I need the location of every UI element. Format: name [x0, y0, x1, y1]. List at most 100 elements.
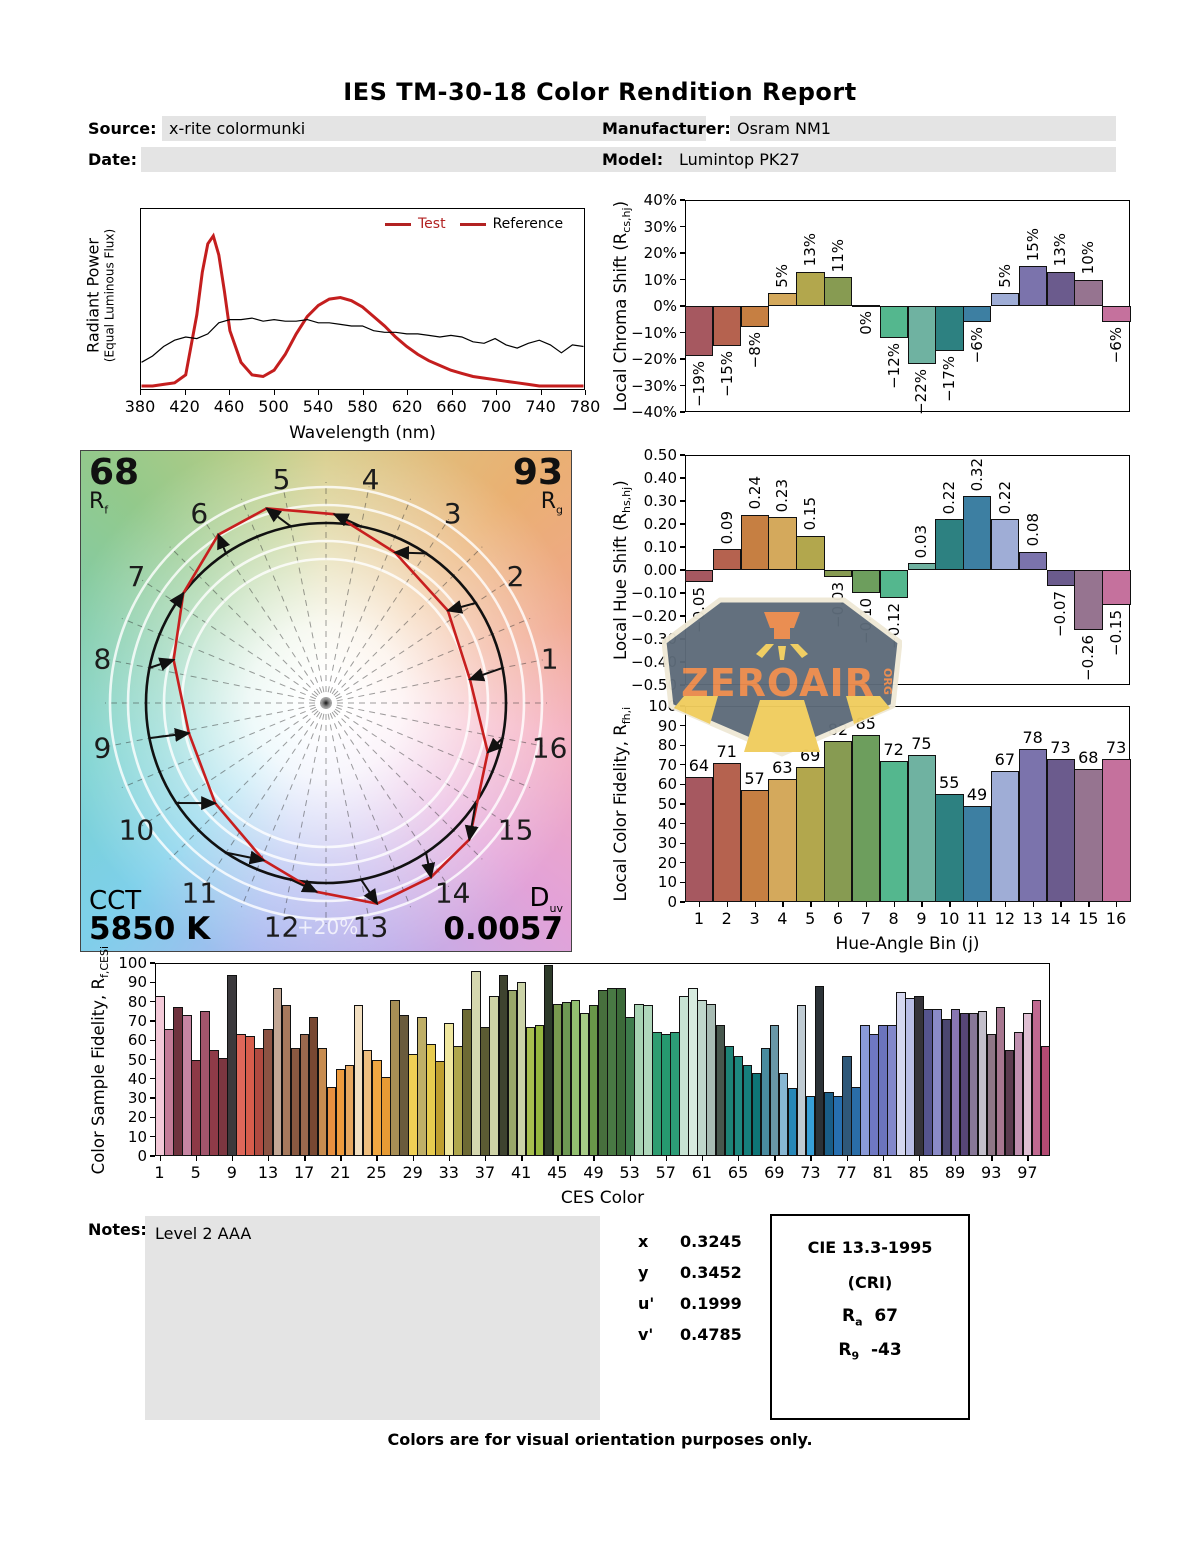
x-tick-label: 61 — [691, 1163, 713, 1182]
chromaticity-row: v' 0.4785 — [638, 1325, 758, 1344]
bar-value-label: 75 — [911, 734, 932, 753]
date-label: Date: — [88, 150, 137, 169]
bar — [851, 570, 881, 593]
x-tick-label: 97 — [1017, 1163, 1038, 1182]
x-tick-label: 77 — [836, 1163, 857, 1182]
bar — [1102, 306, 1131, 322]
rf-value: 68 — [89, 452, 140, 493]
x-tick-mark — [340, 1156, 342, 1161]
cri-ra-value: 67 — [874, 1306, 899, 1326]
x-tick-mark — [991, 1156, 993, 1161]
chromaticity-label: x — [638, 1232, 649, 1251]
y-tick-mark — [680, 546, 685, 548]
y-tick-label: 30 — [657, 834, 677, 853]
x-tick-label: 73 — [800, 1163, 821, 1182]
x-axis-title: CES Color — [560, 1188, 645, 1208]
x-tick-mark — [754, 902, 756, 907]
bar — [1102, 758, 1131, 902]
y-tick-mark — [680, 331, 685, 334]
y-tick-label: −20% — [631, 350, 677, 368]
bar — [879, 306, 908, 338]
model-value-box: Lumintop PK27 — [672, 147, 1116, 172]
x-tick-mark — [893, 902, 895, 907]
shift-arrow — [421, 852, 436, 880]
bar-value-label: −17% — [940, 356, 959, 402]
bar — [1046, 570, 1075, 587]
radial-guide — [325, 702, 543, 747]
x-tick-label: 740 — [525, 397, 556, 416]
x-tick-label: 16 — [1105, 909, 1127, 928]
watermark-wordmark: ZEROAIR — [681, 661, 875, 705]
x-tick-mark — [955, 1156, 957, 1161]
bar — [963, 805, 992, 902]
bar — [1046, 271, 1075, 306]
x-tick-label: 89 — [944, 1163, 966, 1182]
bar — [907, 755, 936, 902]
y-tick-label: 70 — [657, 755, 677, 774]
y-tick-label: 0 — [667, 893, 677, 911]
bar-value-label: −15% — [717, 350, 736, 397]
cvg-bin-label: 11 — [182, 876, 218, 909]
x-tick-label: 4 — [777, 909, 788, 928]
x-tick-label: 25 — [366, 1163, 387, 1182]
x-tick-mark — [1060, 902, 1062, 907]
reference-circle — [144, 521, 508, 885]
x-tick-label: 6 — [832, 909, 844, 928]
y-tick-mark — [680, 278, 685, 281]
bar — [796, 1005, 807, 1156]
bar — [907, 306, 936, 365]
bar — [879, 760, 908, 902]
y-tick-mark — [680, 615, 685, 617]
shift-arrow — [445, 600, 476, 614]
bar-value-label: 11% — [828, 238, 847, 272]
x-tick-mark — [540, 390, 542, 395]
duv-value: 0.0057 — [443, 911, 563, 947]
x-tick-label: 3 — [749, 909, 760, 928]
x-tick-mark — [229, 390, 231, 395]
watermark-beam-center — [744, 700, 820, 752]
x-tick-mark — [273, 390, 275, 395]
bar — [685, 776, 714, 902]
bar-value-label: −0.07 — [1051, 591, 1070, 638]
x-tick-mark — [451, 390, 453, 395]
cct-readout: CCT 5850 K — [89, 888, 210, 945]
x-tick-label: 460 — [213, 397, 245, 416]
cvg-hue-gradient — [81, 451, 571, 951]
x-tick-mark — [1116, 902, 1118, 907]
x-tick-mark — [304, 1156, 306, 1161]
x-tick-label: 420 — [169, 397, 200, 416]
bar-value-label: −6% — [968, 326, 987, 364]
cri-title: CIE 13.3-1995 — [807, 1238, 933, 1257]
y-tick-mark — [680, 842, 685, 844]
cvg-bin-label: 12 — [264, 910, 300, 943]
chromaticity-row: u' 0.1999 — [638, 1294, 758, 1313]
bar — [1046, 758, 1075, 902]
bar-value-label: 55 — [939, 773, 960, 793]
x-tick-label: 1 — [693, 909, 704, 928]
radial-guide — [325, 617, 531, 704]
x-tick-mark — [557, 1156, 559, 1161]
x-tick-label: 1 — [154, 1163, 165, 1182]
spd-curves — [141, 232, 584, 388]
radial-guide — [325, 498, 412, 704]
shift-arrow — [149, 727, 191, 742]
x-tick-label: 580 — [347, 397, 378, 416]
x-tick-mark — [376, 1156, 378, 1161]
bar-value-label: −19% — [689, 361, 708, 408]
radial-guide — [325, 486, 370, 704]
x-tick-label: 37 — [474, 1163, 496, 1182]
chromaticity-label: u' — [638, 1294, 655, 1313]
y-tick-label: 50 — [127, 1050, 147, 1069]
y-tick-label: 30 — [127, 1089, 147, 1108]
x-tick-mark — [362, 390, 364, 395]
y-tick-mark — [680, 881, 685, 884]
bar-value-label: −6% — [1107, 326, 1126, 364]
radial-guide — [141, 702, 327, 827]
bar-value-label: 0.32 — [968, 458, 987, 492]
x-tick-mark — [918, 1156, 921, 1161]
x-tick-label: 2 — [721, 909, 732, 928]
zeroair-watermark: ZEROAIR ORG — [662, 597, 902, 757]
bar — [814, 986, 825, 1156]
chromaticity-values: x 0.3245 y 0.3452 u' 0.1999 v' 0.4785 — [638, 1232, 758, 1356]
bar — [1074, 279, 1103, 306]
